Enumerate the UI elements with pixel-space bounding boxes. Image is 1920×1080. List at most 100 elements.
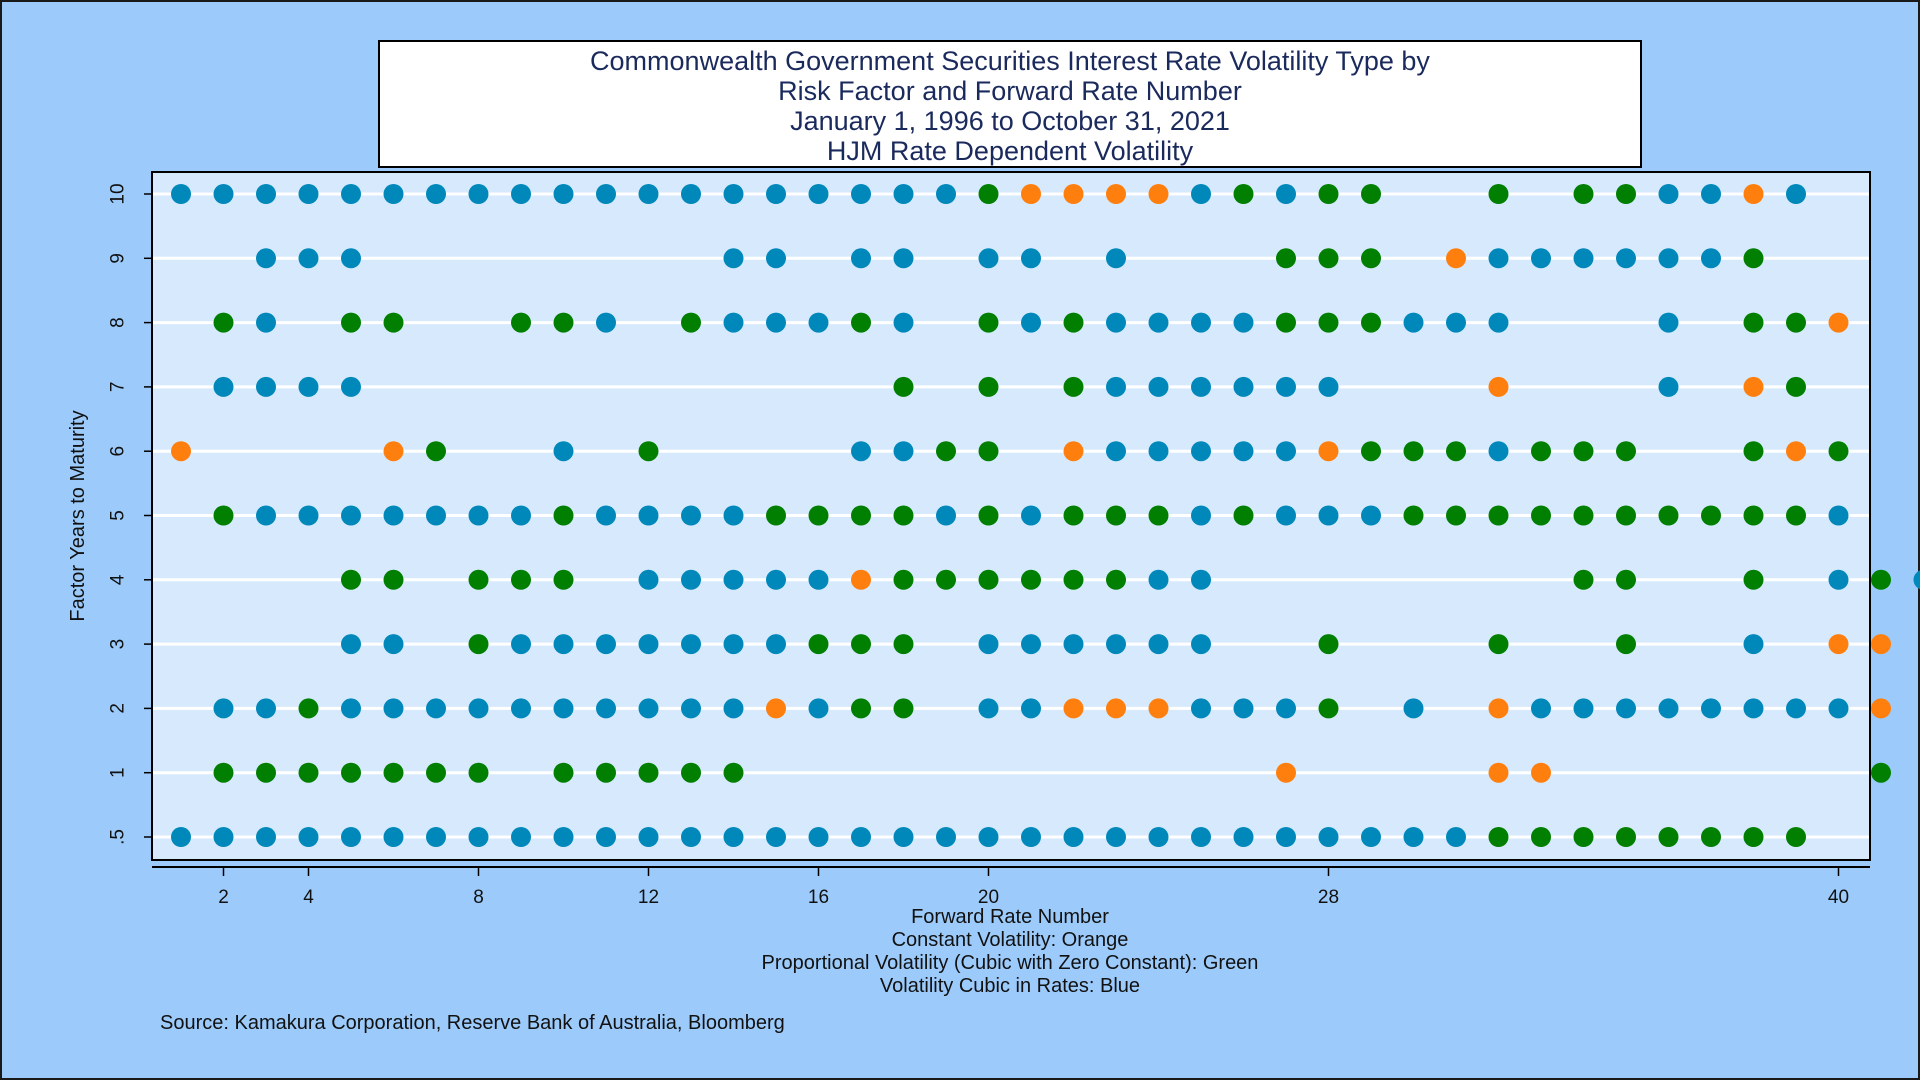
data-point (1106, 184, 1126, 204)
data-point (553, 634, 574, 655)
data-point (1191, 698, 1211, 719)
data-point (341, 634, 361, 655)
data-point (596, 827, 616, 847)
data-point (638, 827, 659, 847)
data-point (766, 827, 786, 847)
data-point (1106, 441, 1126, 462)
y-tick-label: 6 (108, 446, 129, 457)
data-point (681, 312, 701, 333)
data-point (1658, 376, 1679, 397)
y-tick-label: 1 (108, 767, 129, 778)
data-point (851, 505, 871, 526)
data-point (553, 827, 574, 847)
data-point (1743, 376, 1764, 397)
data-point (808, 505, 829, 526)
title-line: Commonwealth Government Securities Inter… (590, 46, 1430, 76)
y-axis-ticks: .5 1 2 3 4 5 6 7 8 9 10 (108, 183, 152, 845)
data-point (1488, 441, 1509, 462)
data-point (553, 569, 574, 590)
data-point (383, 569, 404, 590)
data-point (1658, 248, 1679, 269)
data-point (256, 827, 276, 847)
x-axis-ticks: 2 4 8 12 16 20 28 40 (152, 866, 1870, 908)
data-point (1446, 827, 1466, 847)
data-point (1701, 505, 1721, 526)
data-point (893, 441, 914, 462)
data-point (1488, 698, 1509, 719)
y-tick-label: .5 (108, 829, 129, 845)
y-tick-label: 8 (108, 317, 129, 328)
chart-title: Commonwealth Government Securities Inter… (378, 40, 1642, 168)
data-point (383, 634, 404, 655)
data-point (1233, 698, 1254, 719)
data-point (426, 698, 446, 719)
x-axis-title: Forward Rate Number (911, 906, 1109, 928)
data-point (1276, 698, 1296, 719)
data-point (978, 184, 999, 204)
data-point (1616, 248, 1636, 269)
data-point (851, 248, 871, 269)
data-point (341, 762, 361, 783)
data-point (596, 184, 616, 204)
data-point (1063, 569, 1084, 590)
data-point (1403, 827, 1424, 847)
data-point (1488, 505, 1509, 526)
data-point (426, 441, 446, 462)
data-point (1573, 698, 1594, 719)
data-point (851, 184, 871, 204)
data-point (1786, 505, 1806, 526)
data-point (1743, 441, 1764, 462)
data-point (1573, 569, 1594, 590)
data-point (1318, 441, 1339, 462)
data-point (893, 184, 914, 204)
data-point (256, 184, 276, 204)
data-point (1743, 569, 1764, 590)
data-point (1148, 184, 1169, 204)
y-tick-label: 3 (108, 639, 129, 650)
data-point (1361, 184, 1381, 204)
data-point (638, 634, 659, 655)
data-point (596, 312, 616, 333)
data-point (1106, 698, 1126, 719)
data-point (468, 827, 489, 847)
data-point (426, 505, 446, 526)
data-point (978, 312, 999, 333)
data-point (1233, 441, 1254, 462)
data-point (766, 698, 786, 719)
x-tick-label: 2 (218, 887, 229, 908)
data-point (298, 184, 319, 204)
data-point (1743, 827, 1764, 847)
data-point (1828, 312, 1849, 333)
data-point (1488, 634, 1509, 655)
data-point (1361, 505, 1381, 526)
data-point (511, 184, 531, 204)
data-point (1488, 184, 1509, 204)
data-point (1191, 569, 1211, 590)
data-point (1743, 312, 1764, 333)
data-point (1871, 634, 1891, 655)
data-point (1276, 312, 1296, 333)
data-point (553, 505, 574, 526)
data-point (978, 634, 999, 655)
data-point (893, 248, 914, 269)
data-point (468, 505, 489, 526)
data-point (256, 376, 276, 397)
data-point (256, 248, 276, 269)
data-point (978, 248, 999, 269)
data-point (426, 184, 446, 204)
data-point (893, 634, 914, 655)
data-point (1021, 698, 1041, 719)
data-point (1488, 248, 1509, 269)
data-point (1531, 505, 1551, 526)
data-point (426, 762, 446, 783)
data-point (1148, 312, 1169, 333)
data-point (1063, 184, 1084, 204)
data-point (723, 762, 744, 783)
data-point (1616, 634, 1636, 655)
title-line: January 1, 1996 to October 31, 2021 (790, 106, 1230, 136)
data-point (808, 827, 829, 847)
data-point (341, 569, 361, 590)
data-point (213, 376, 234, 397)
legend-constant: Constant Volatility: Orange (891, 929, 1129, 951)
